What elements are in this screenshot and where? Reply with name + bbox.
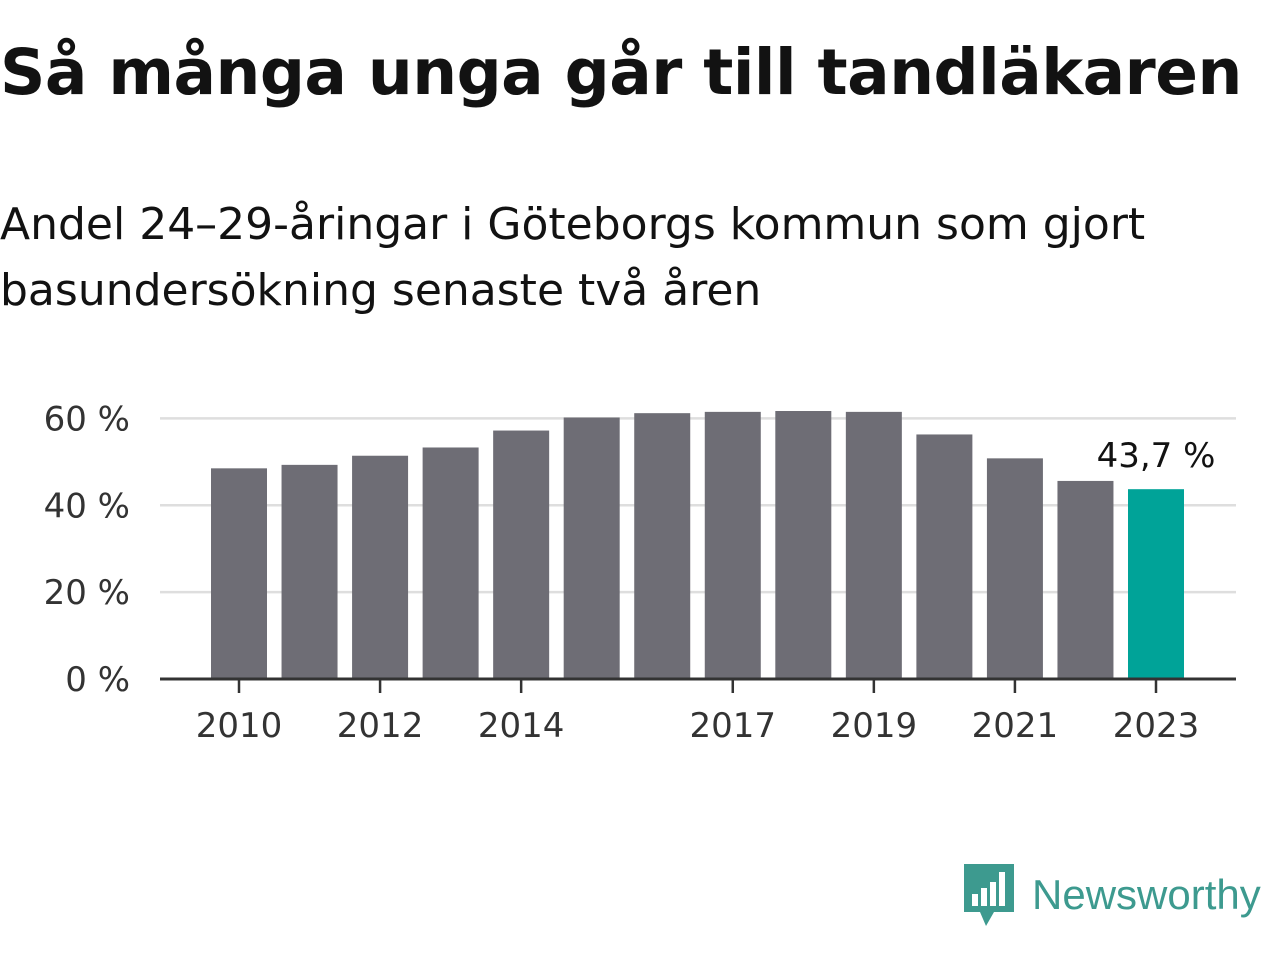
y-tick-label: 20 % [44,573,130,613]
x-tick-label: 2021 [972,706,1059,746]
x-tick-label: 2012 [337,706,424,746]
bar [634,413,691,679]
x-tick-label: 2017 [690,706,777,746]
bar [704,411,761,679]
bar [281,464,338,679]
x-tick-label: 2010 [196,706,283,746]
y-tick-label: 40 % [44,486,130,526]
newsworthy-logo: Newsworthy [964,862,1261,928]
bar [352,455,409,679]
bar-chart: 0 % 20 % 40 % 60 % 2010 2012 2014 2017 2019 2021 2… [44,399,1236,746]
bar [916,434,973,679]
bar [986,458,1043,679]
newsworthy-bar-chart-icon [964,864,1014,926]
bar [1128,489,1184,679]
bar [563,417,620,679]
axis-layer [160,677,1236,693]
bar-layer [211,411,1184,679]
bar [422,447,479,679]
x-tick-label: 2014 [478,706,565,746]
chart-subtitle: Andel 24–29-åringar i Göteborgs kommun s… [0,199,1146,316]
grid-layer [160,417,1236,594]
chart-title: Så många unga går till tandläkaren [0,36,1242,109]
bar [1057,480,1114,679]
bar [211,468,267,679]
bar [775,411,832,679]
bar [845,411,902,679]
x-tick-label: 2023 [1113,706,1200,746]
x-tick-label: 2019 [831,706,918,746]
logo-text: Newsworthy [1032,871,1261,918]
label-layer: 0 % 20 % 40 % 60 % 2010 2012 2014 2017 2019 2021 2… [44,399,1216,746]
bar [493,430,550,679]
y-tick-label: 0 % [65,660,130,700]
y-tick-label: 60 % [44,399,130,439]
data-label: 43,7 % [1097,436,1216,476]
